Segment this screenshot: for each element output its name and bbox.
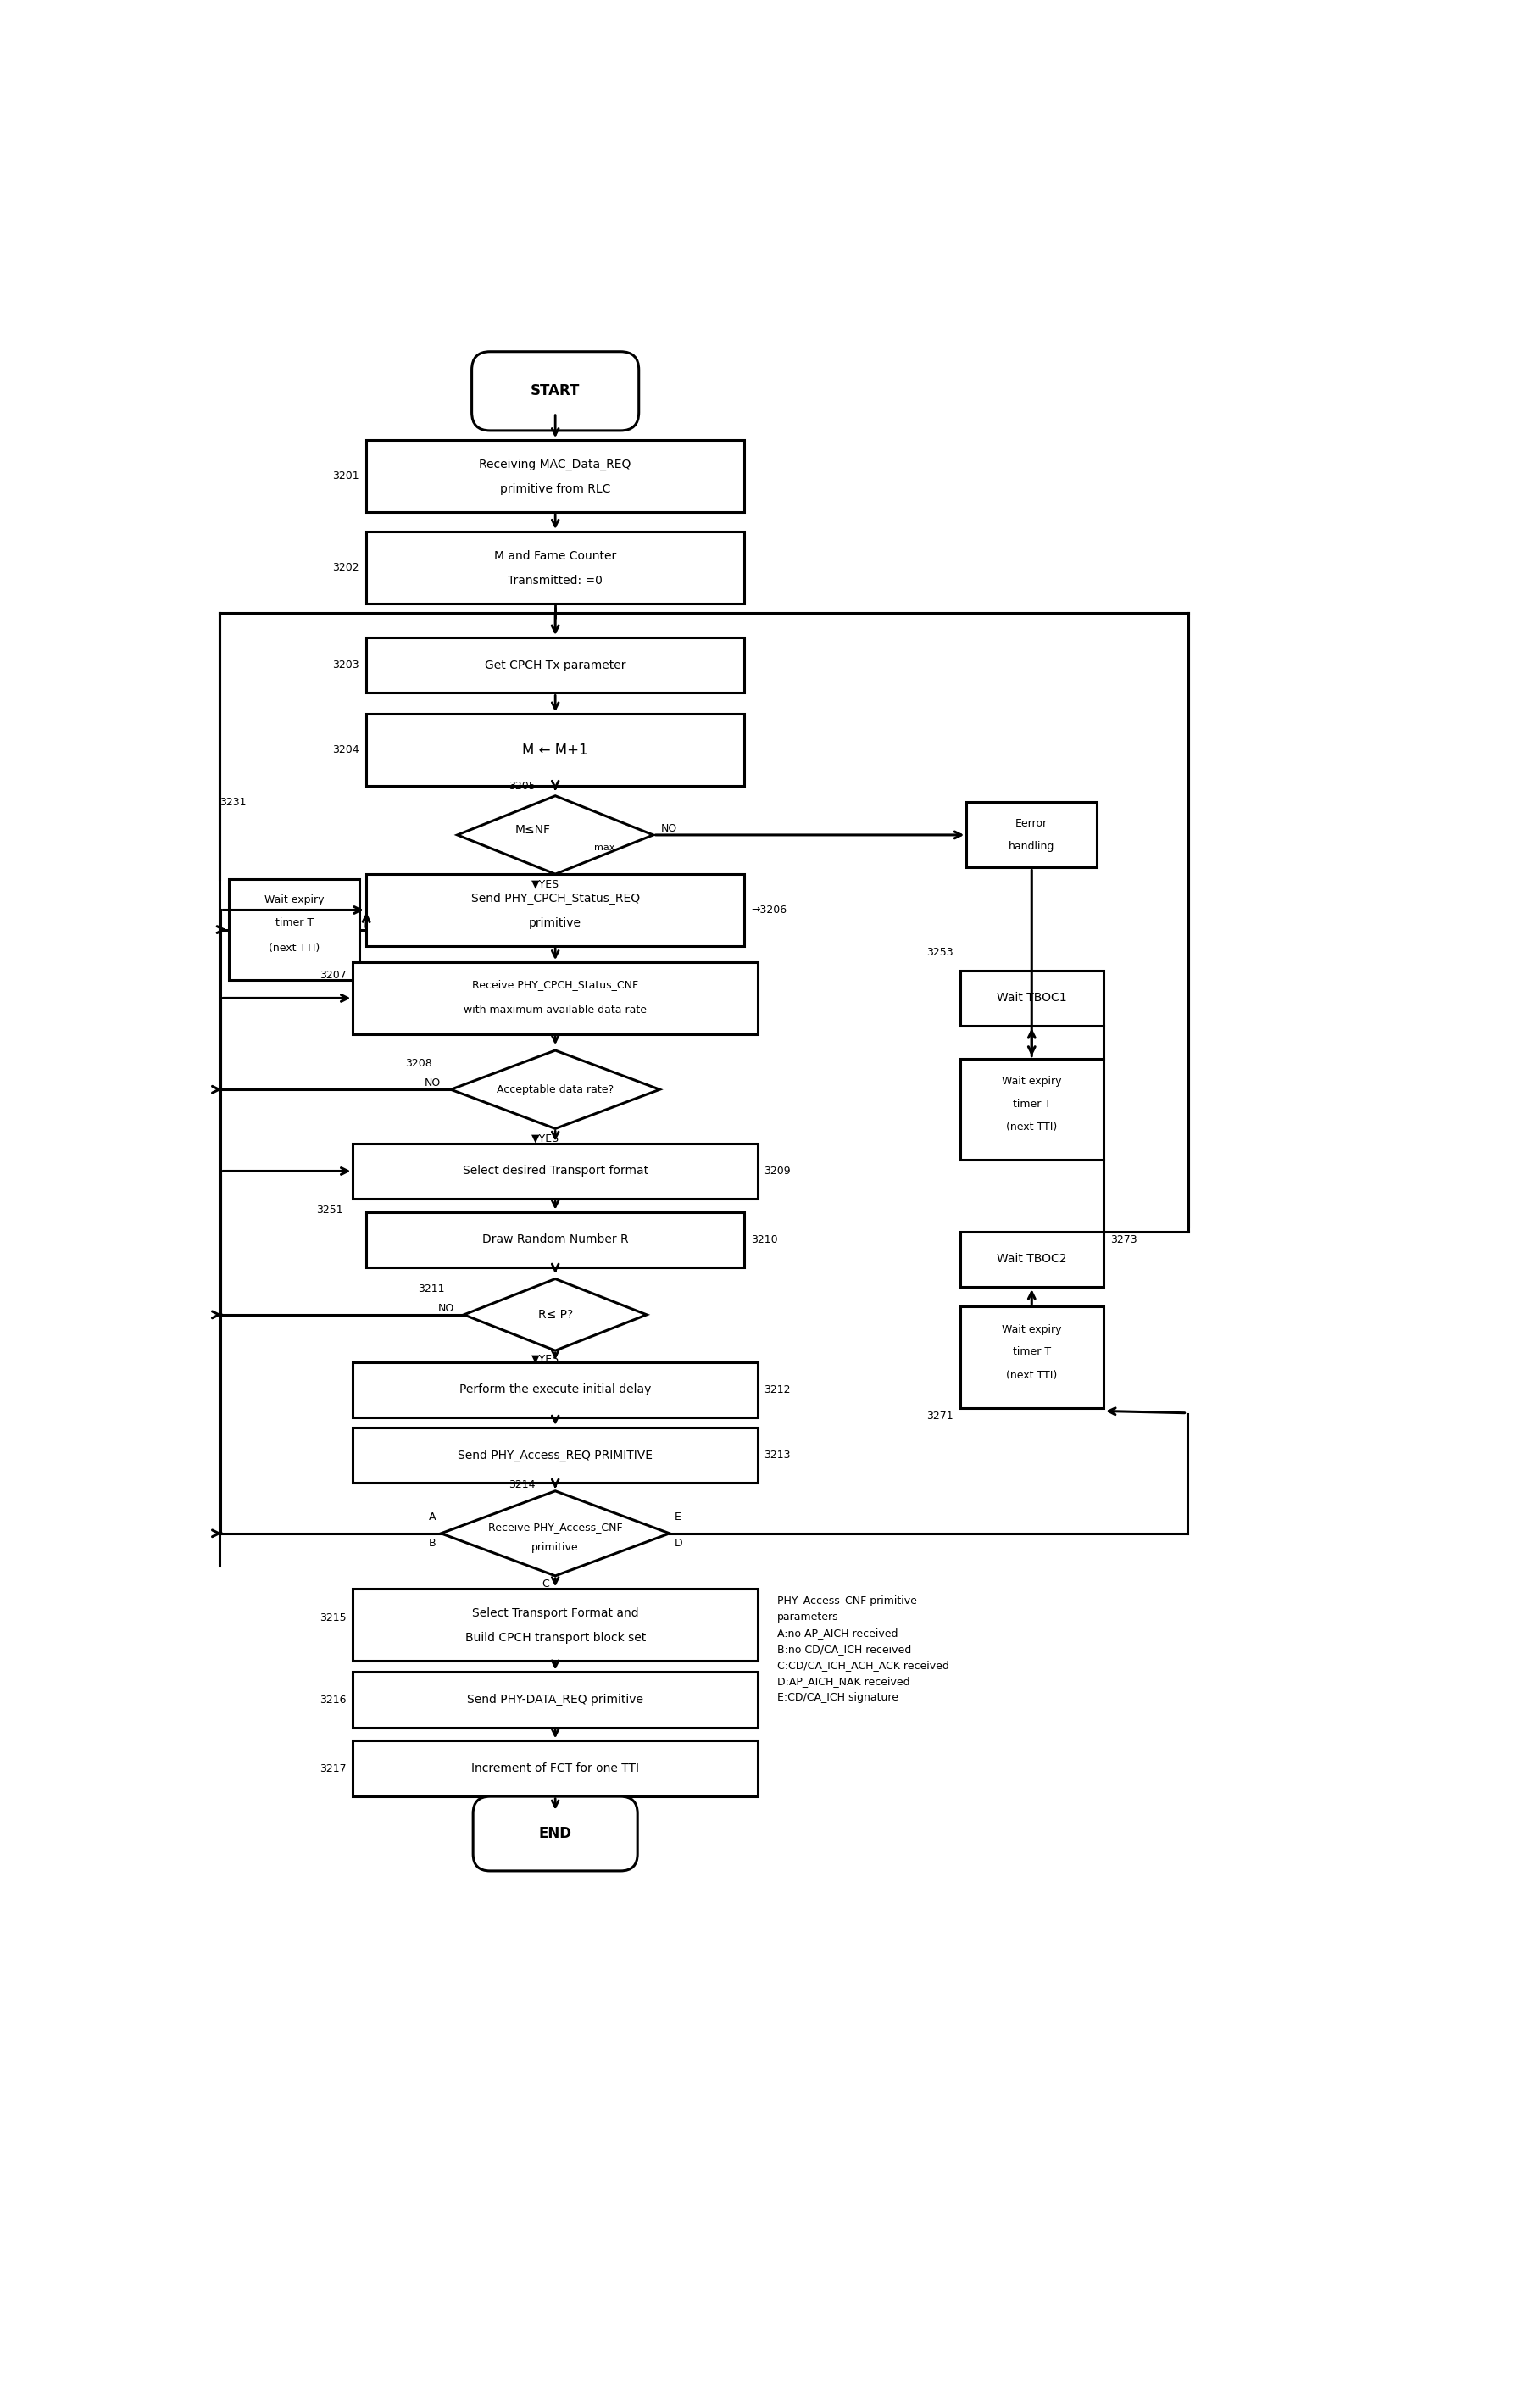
- Text: Perform the execute initial delay: Perform the execute initial delay: [459, 1383, 651, 1395]
- Text: NO: NO: [661, 823, 678, 835]
- FancyBboxPatch shape: [367, 637, 744, 693]
- Text: 3202: 3202: [333, 563, 359, 572]
- FancyBboxPatch shape: [959, 1231, 1104, 1287]
- Text: Get CPCH Tx parameter: Get CPCH Tx parameter: [485, 659, 625, 671]
- FancyBboxPatch shape: [353, 1590, 758, 1662]
- FancyBboxPatch shape: [229, 878, 359, 981]
- Text: with maximum available data rate: with maximum available data rate: [464, 1005, 647, 1015]
- Text: 3251: 3251: [316, 1205, 343, 1217]
- Text: timer T: timer T: [276, 919, 313, 928]
- FancyBboxPatch shape: [959, 969, 1104, 1027]
- FancyBboxPatch shape: [367, 532, 744, 604]
- FancyBboxPatch shape: [367, 714, 744, 786]
- FancyBboxPatch shape: [353, 962, 758, 1034]
- Text: Select desired Transport format: Select desired Transport format: [462, 1164, 648, 1176]
- Text: NO: NO: [425, 1077, 440, 1089]
- FancyBboxPatch shape: [353, 1361, 758, 1417]
- Text: 3205: 3205: [508, 782, 536, 791]
- Text: 3271: 3271: [927, 1409, 953, 1421]
- Text: 3253: 3253: [927, 948, 953, 957]
- Text: timer T: timer T: [1013, 1099, 1050, 1109]
- Text: max: max: [594, 844, 614, 851]
- Text: 3215: 3215: [320, 1614, 346, 1623]
- Text: ▼YES: ▼YES: [531, 1133, 559, 1145]
- Text: Receive PHY_CPCH_Status_CNF: Receive PHY_CPCH_Status_CNF: [473, 979, 639, 991]
- Text: 3211: 3211: [419, 1284, 445, 1294]
- FancyBboxPatch shape: [473, 1797, 638, 1871]
- Text: PHY_Access_CNF primitive
parameters
A:no AP_AICH received
B:no CD/CA_ICH receive: PHY_Access_CNF primitive parameters A:no…: [778, 1595, 949, 1703]
- Text: 3217: 3217: [320, 1763, 346, 1775]
- Text: Build CPCH transport block set: Build CPCH transport block set: [465, 1633, 645, 1643]
- Text: Wait TBOC2: Wait TBOC2: [996, 1253, 1067, 1265]
- Text: 3214: 3214: [510, 1479, 536, 1491]
- Text: NO: NO: [437, 1304, 454, 1313]
- Text: 3201: 3201: [333, 471, 359, 481]
- Text: Select Transport Format and: Select Transport Format and: [471, 1607, 639, 1619]
- Text: 3213: 3213: [764, 1450, 792, 1460]
- FancyBboxPatch shape: [353, 1741, 758, 1797]
- Text: M ← M+1: M ← M+1: [522, 743, 588, 758]
- Text: primitive from RLC: primitive from RLC: [500, 483, 610, 495]
- Text: END: END: [539, 1825, 571, 1842]
- Text: 3204: 3204: [333, 746, 359, 755]
- FancyBboxPatch shape: [967, 803, 1096, 868]
- FancyBboxPatch shape: [471, 351, 639, 430]
- Text: 3208: 3208: [405, 1058, 433, 1068]
- Text: primitive: primitive: [531, 1542, 579, 1554]
- Text: Wait expiry: Wait expiry: [1003, 1075, 1061, 1087]
- Text: →3206: →3206: [752, 904, 787, 916]
- Text: 3231: 3231: [219, 796, 246, 808]
- FancyBboxPatch shape: [367, 440, 744, 512]
- Text: Increment of FCT for one TTI: Increment of FCT for one TTI: [471, 1763, 639, 1775]
- Text: 3210: 3210: [752, 1234, 778, 1246]
- Text: M≤NF: M≤NF: [514, 825, 550, 835]
- Text: Send PHY-DATA_REQ primitive: Send PHY-DATA_REQ primitive: [467, 1693, 644, 1705]
- Text: Transmitted: =0: Transmitted: =0: [508, 575, 602, 587]
- Polygon shape: [451, 1051, 659, 1128]
- Text: ▼YES: ▼YES: [531, 1354, 559, 1364]
- Text: (next TTI): (next TTI): [1006, 1371, 1058, 1380]
- FancyBboxPatch shape: [353, 1142, 758, 1198]
- Text: 3209: 3209: [764, 1166, 792, 1176]
- Text: (next TTI): (next TTI): [268, 943, 320, 952]
- Text: Acceptable data rate?: Acceptable data rate?: [497, 1085, 614, 1094]
- Text: D: D: [675, 1537, 682, 1549]
- FancyBboxPatch shape: [353, 1426, 758, 1484]
- Text: primitive: primitive: [530, 916, 582, 928]
- Text: 3212: 3212: [764, 1385, 792, 1395]
- FancyBboxPatch shape: [367, 873, 744, 945]
- Text: B: B: [428, 1537, 436, 1549]
- Polygon shape: [457, 796, 653, 873]
- Text: R≤ P?: R≤ P?: [537, 1308, 573, 1320]
- FancyBboxPatch shape: [367, 1212, 744, 1267]
- Text: Wait TBOC1: Wait TBOC1: [996, 993, 1067, 1003]
- Polygon shape: [440, 1491, 670, 1575]
- Text: A: A: [428, 1513, 436, 1522]
- FancyBboxPatch shape: [959, 1058, 1104, 1159]
- Text: 3216: 3216: [320, 1696, 346, 1705]
- Text: Receiving MAC_Data_REQ: Receiving MAC_Data_REQ: [479, 459, 631, 471]
- Text: C: C: [542, 1578, 550, 1590]
- Text: E: E: [675, 1513, 681, 1522]
- Text: Wait expiry: Wait expiry: [1003, 1325, 1061, 1335]
- Text: START: START: [531, 382, 581, 399]
- Text: 3273: 3273: [1110, 1234, 1137, 1246]
- Text: 3207: 3207: [319, 969, 346, 981]
- Text: (next TTI): (next TTI): [1006, 1121, 1058, 1133]
- Text: Send PHY_Access_REQ PRIMITIVE: Send PHY_Access_REQ PRIMITIVE: [457, 1450, 653, 1462]
- Text: timer T: timer T: [1013, 1347, 1050, 1356]
- Text: handling: handling: [1009, 842, 1055, 851]
- FancyBboxPatch shape: [959, 1306, 1104, 1407]
- Text: Receive PHY_Access_CNF: Receive PHY_Access_CNF: [488, 1522, 622, 1532]
- Text: ▼YES: ▼YES: [531, 878, 559, 890]
- Text: Wait expiry: Wait expiry: [265, 895, 323, 907]
- Polygon shape: [464, 1279, 647, 1352]
- Text: 3203: 3203: [333, 659, 359, 671]
- Text: Eerror: Eerror: [1015, 818, 1047, 830]
- Text: Draw Random Number R: Draw Random Number R: [482, 1234, 628, 1246]
- Text: M and Fame Counter: M and Fame Counter: [494, 551, 616, 563]
- Text: Send PHY_CPCH_Status_REQ: Send PHY_CPCH_Status_REQ: [471, 892, 639, 904]
- FancyBboxPatch shape: [353, 1671, 758, 1727]
